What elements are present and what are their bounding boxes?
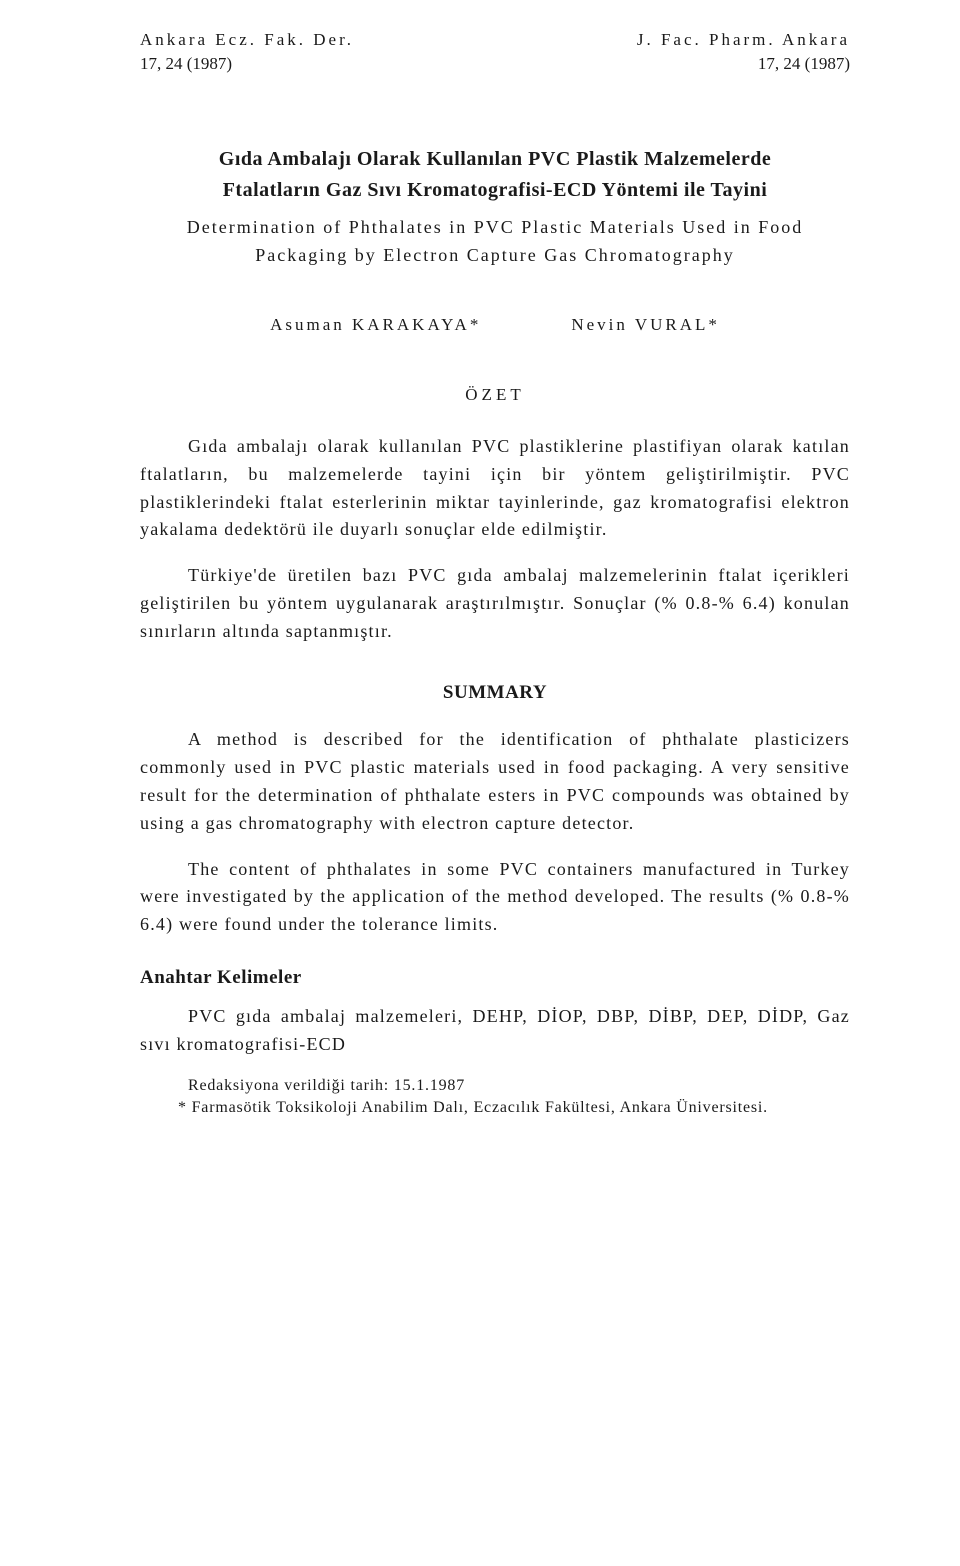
received-date: Redaksiyona verildiği tarih: 15.1.1987 [140, 1077, 850, 1095]
summary-heading: SUMMARY [140, 682, 850, 704]
running-header-sub: 17, 24 (1987) 17, 24 (1987) [140, 54, 850, 74]
page-container: Ankara Ecz. Fak. Der. J. Fac. Pharm. Ank… [0, 0, 960, 1177]
article-title: Gıda Ambalajı Olarak Kullanılan PVC Plas… [140, 144, 850, 206]
running-header: Ankara Ecz. Fak. Der. J. Fac. Pharm. Ank… [140, 30, 850, 50]
title-line-2: Ftalatların Gaz Sıvı Kromatografisi-ECD … [140, 175, 850, 206]
ozet-heading: ÖZET [140, 385, 850, 405]
authors-row: Asuman KARAKAYA* Nevin VURAL* [140, 315, 850, 335]
header-right-journal: J. Fac. Pharm. Ankara [637, 30, 850, 50]
header-left-journal: Ankara Ecz. Fak. Der. [140, 30, 354, 50]
ozet-paragraph-2: Türkiye'de üretilen bazı PVC gıda ambala… [140, 562, 850, 646]
summary-paragraph-1: A method is described for the identifica… [140, 726, 850, 838]
header-right-issue: 17, 24 (1987) [758, 54, 850, 74]
subtitle-line-2: Packaging by Electron Capture Gas Chroma… [140, 242, 850, 270]
author-1: Asuman KARAKAYA* [270, 315, 481, 335]
summary-paragraph-2: The content of phthalates in some PVC co… [140, 856, 850, 940]
affiliation-note: * Farmasötik Toksikoloji Anabilim Dalı, … [140, 1099, 850, 1117]
keywords-text: PVC gıda ambalaj malzemeleri, DEHP, DİOP… [140, 1003, 850, 1059]
keywords-heading: Anahtar Kelimeler [140, 967, 850, 989]
header-left-issue: 17, 24 (1987) [140, 54, 232, 74]
ozet-paragraph-1: Gıda ambalajı olarak kullanılan PVC plas… [140, 433, 850, 545]
title-line-1: Gıda Ambalajı Olarak Kullanılan PVC Plas… [140, 144, 850, 175]
author-2: Nevin VURAL* [571, 315, 720, 335]
article-subtitle: Determination of Phthalates in PVC Plast… [140, 214, 850, 270]
subtitle-line-1: Determination of Phthalates in PVC Plast… [140, 214, 850, 242]
